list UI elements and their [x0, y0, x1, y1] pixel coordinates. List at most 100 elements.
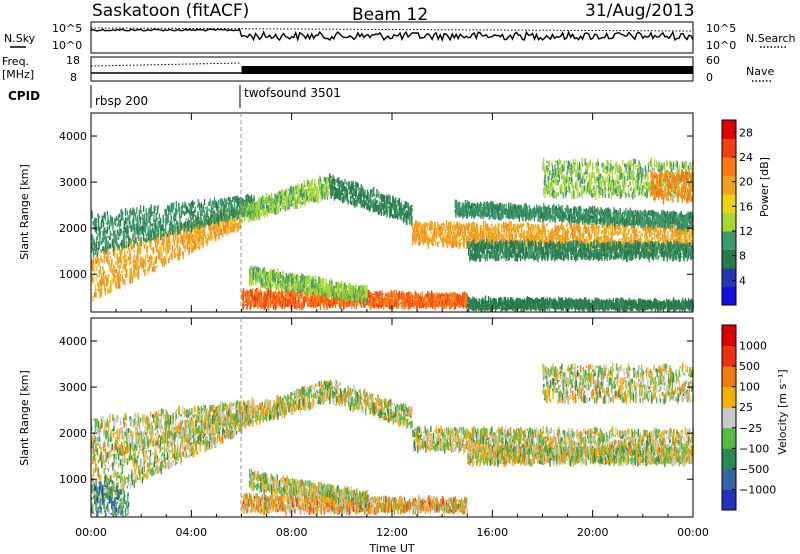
- colorbar-swatch-6: [722, 175, 736, 195]
- y-tick-label-3: 4000: [59, 130, 87, 143]
- y-tick-label-2: 3000: [59, 381, 87, 394]
- nsky-label: N.Sky: [4, 32, 36, 45]
- echo-band-7: [542, 157, 694, 201]
- velocity-heatmap: [91, 362, 694, 517]
- colorbar-swatch-2: [722, 448, 736, 470]
- velocity-panel: 1000 2000 3000 4000 Slant Range [km] 1000 50…: [18, 317, 789, 518]
- nave-tick-top: 60: [706, 54, 720, 67]
- x-tick-label-5: 20:00: [577, 526, 609, 539]
- echo-band-8: [249, 468, 368, 510]
- colorbar-swatch-5: [722, 194, 736, 213]
- y-tick-label-0: 1000: [59, 268, 87, 281]
- colorbar-tick-0: 1000: [739, 340, 767, 353]
- nsky-tick-bottom: 10^0: [52, 39, 82, 52]
- velocity-x-ticks: [90, 318, 694, 517]
- date-title: 31/Aug/2013: [585, 1, 695, 21]
- colorbar-tick-6: 28: [739, 126, 753, 139]
- echo-band-7: [241, 492, 468, 516]
- colorbar-swatch-8: [722, 138, 736, 158]
- nsky-tick-top: 10^5: [52, 22, 82, 35]
- station-title: Saskatoon (fitACF): [92, 1, 249, 21]
- power-ylabel: Slant Range [km]: [18, 164, 31, 260]
- colorbar-tick-6: −500: [739, 463, 769, 476]
- colorbar-tick-5: −100: [739, 442, 769, 455]
- freq-switching-block: [241, 66, 693, 74]
- x-axis-title: Time UT: [368, 542, 414, 554]
- nave-tick-bottom: 0: [706, 71, 713, 84]
- power-heatmap: [91, 157, 694, 312]
- colorbar-tick-7: −1000: [739, 483, 776, 496]
- y-tick-label-0: 1000: [59, 473, 87, 486]
- colorbar-swatch-3: [722, 427, 736, 449]
- y-tick-label-2: 3000: [59, 176, 87, 189]
- colorbar-swatch-0: [722, 286, 736, 306]
- power-colorbar: 4 8 12 16 20 24 28: [721, 119, 753, 306]
- echo-band-3: [329, 379, 413, 430]
- nsearch-tick-top: 10^5: [706, 22, 736, 35]
- nave-label: Nave: [746, 65, 774, 78]
- velocity-y-axis: 1000 2000 3000 4000: [59, 335, 693, 486]
- x-axis-labels: 00:00 04:00 08:00 12:00 16:00 20:00 00:00: [75, 526, 709, 539]
- freq-label: Freq.: [2, 55, 29, 68]
- colorbar-swatch-1: [722, 468, 736, 490]
- y-tick-label-1: 2000: [59, 222, 87, 235]
- colorbar-swatch-8: [722, 325, 736, 347]
- cpid-label: CPID: [8, 89, 40, 103]
- cpid-panel: CPID rbsp 200 twofsound 3501: [8, 85, 341, 108]
- x-tick-label-3: 12:00: [376, 526, 408, 539]
- x-tick-label-4: 16:00: [476, 526, 508, 539]
- colorbar-tick-0: 4: [739, 274, 746, 287]
- echo-band-3: [329, 173, 413, 226]
- colorbar-swatch-2: [722, 249, 736, 269]
- y-tick-label-3: 4000: [59, 335, 87, 348]
- colorbar-swatch-4: [722, 407, 736, 429]
- colorbar-swatch-7: [722, 157, 736, 176]
- colorbar-swatch-4: [722, 212, 736, 232]
- colorbar-tick-1: 8: [739, 250, 746, 263]
- velocity-colorbar: 1000 500 100 25 −25 −100 −500 −1000: [721, 324, 776, 511]
- nsky-line: [90, 27, 694, 42]
- colorbar-swatch-5: [722, 386, 736, 408]
- colorbar-swatch-3: [722, 231, 736, 250]
- freq-tick-bottom: 8: [70, 71, 77, 84]
- colorbar-tick-4: 20: [739, 176, 753, 189]
- colorbar-tick-1: 500: [739, 360, 760, 373]
- cpid-segment-1: rbsp 200: [95, 94, 148, 108]
- x-tick-label-1: 04:00: [175, 526, 207, 539]
- echo-band-9: [91, 478, 130, 517]
- x-tick-label-2: 08:00: [276, 526, 308, 539]
- freq-unit-label: [MHz]: [2, 68, 34, 81]
- colorbar-swatch-6: [722, 366, 736, 388]
- echo-band-1: [91, 397, 255, 463]
- power-x-ticks: [90, 113, 694, 312]
- freq-tick-top: 18: [66, 54, 80, 67]
- colorbar-tick-2: 100: [739, 381, 760, 394]
- echo-band-6: [542, 362, 694, 406]
- x-tick-label-0: 00:00: [75, 526, 107, 539]
- colorbar-swatch-9: [722, 120, 736, 139]
- nsearch-tick-bottom: 10^0: [706, 39, 736, 52]
- freq-trace: [90, 62, 693, 74]
- power-colorbar-label: Power [dB]: [758, 157, 771, 217]
- echo-band-2: [241, 173, 330, 223]
- echo-band-5: [467, 238, 694, 263]
- echo-band-2: [241, 380, 330, 429]
- nave-line-1: [90, 62, 242, 67]
- y-tick-label-1: 2000: [59, 427, 87, 440]
- nsky-panel: N.Sky 10^5 10^0 10^5 10^0 N.Search: [4, 21, 796, 54]
- echo-band-11: [467, 295, 694, 312]
- velocity-colorbar-label: Velocity [m s⁻¹]: [776, 369, 789, 454]
- colorbar-tick-4: −25: [739, 422, 762, 435]
- freq-panel: Freq. [MHz] 18 8 60 0 Nave: [2, 54, 774, 84]
- echo-band-8: [650, 169, 694, 205]
- x-tick-label-6: 00:00: [677, 526, 709, 539]
- colorbar-tick-5: 24: [739, 151, 753, 164]
- cpid-segment-2: twofsound 3501: [244, 86, 341, 100]
- colorbar-swatch-7: [722, 345, 736, 367]
- velocity-ylabel: Slant Range [km]: [18, 370, 31, 466]
- power-y-axis: 1000 2000 3000 4000: [59, 130, 693, 281]
- nsky-trace: [90, 27, 694, 42]
- colorbar-swatch-0: [722, 489, 736, 511]
- colorbar-tick-3: 25: [739, 401, 753, 414]
